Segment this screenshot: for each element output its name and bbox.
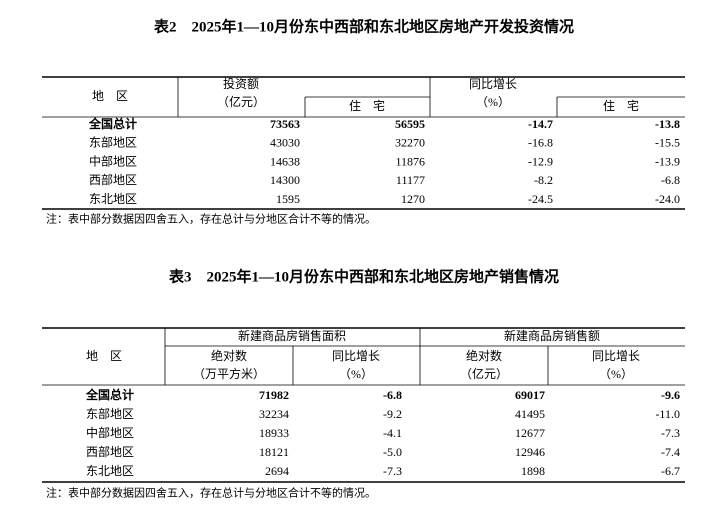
cell: 69017 (515, 388, 545, 402)
cell: 11876 (395, 154, 425, 168)
cell: -13.9 (655, 154, 680, 168)
column-header: 新建商品房销售面积 (238, 328, 346, 343)
cell: 14638 (270, 154, 300, 168)
cell: 71982 (259, 388, 289, 402)
column-header: （%） (599, 367, 633, 381)
cell: 73563 (270, 117, 300, 131)
row-label: 东部地区 (86, 406, 134, 421)
cell: 1270 (401, 192, 425, 206)
cell: 18121 (259, 445, 289, 459)
cell: -5.0 (383, 445, 402, 459)
cell: -7.4 (661, 445, 680, 459)
cell: 12946 (515, 445, 545, 459)
cell: -15.5 (655, 136, 680, 150)
cell: -6.7 (661, 464, 680, 478)
cell: -8.2 (534, 173, 553, 187)
column-header: 同比增长 (592, 349, 640, 363)
row-label: 东北地区 (86, 464, 134, 478)
column-header: 住 宅 (603, 98, 639, 113)
row-label: 中部地区 (89, 153, 137, 168)
column-header: 同比增长 (332, 349, 380, 363)
row-label: 全国总计 (88, 116, 137, 131)
cell: -7.3 (383, 464, 402, 478)
cell: -9.6 (661, 388, 680, 402)
row-label: 西部地区 (86, 444, 134, 459)
column-header: 同比增长 (469, 77, 517, 91)
row-label: 全国总计 (85, 387, 134, 402)
cell: -11.0 (655, 407, 680, 421)
cell: -6.8 (383, 388, 402, 402)
table-note: 注：表中部分数据因四舍五入，存在总计与分地区合计不等的情况。 (46, 212, 376, 226)
table-title: 表2 2025年1—10月份东中西部和东北地区房地产开发投资情况 (154, 17, 574, 35)
cell: 11177 (396, 173, 425, 187)
cell: -9.2 (383, 407, 402, 421)
cell: -13.8 (655, 117, 680, 131)
column-header: 新建商品房销售额 (504, 328, 600, 343)
cell: -6.8 (661, 173, 680, 187)
cell: -14.7 (528, 117, 553, 131)
cell: -16.8 (528, 136, 553, 150)
cell: 56595 (395, 117, 425, 131)
column-header: 地 区 (92, 89, 128, 103)
cell: 1898 (521, 464, 545, 478)
cell: -24.5 (528, 192, 553, 206)
column-header: 住 宅 (349, 98, 385, 113)
cell: 12677 (515, 426, 545, 440)
row-label: 东北地区 (89, 192, 137, 206)
column-header: （万平方米） (193, 366, 265, 381)
cell: 18933 (259, 426, 289, 440)
row-label: 中部地区 (86, 425, 134, 440)
column-header: 地 区 (86, 349, 122, 363)
column-header: （亿元） (217, 94, 265, 109)
cell: 32270 (395, 136, 425, 150)
cell: -4.1 (383, 426, 402, 440)
cell: -7.3 (661, 426, 680, 440)
column-header: （亿元） (460, 366, 508, 381)
cell: -24.0 (655, 192, 680, 206)
column-header: 绝对数 (466, 348, 502, 363)
cell: 14300 (270, 173, 300, 187)
cell: 1595 (276, 192, 300, 206)
table-note: 注：表中部分数据因四舍五入，存在总计与分地区合计不等的情况。 (46, 486, 376, 500)
column-header: （%） (476, 95, 510, 109)
row-label: 东部地区 (89, 135, 137, 150)
column-header: 绝对数 (211, 348, 247, 363)
cell: 2694 (265, 464, 289, 478)
cell: 43030 (270, 136, 300, 150)
cell: 41495 (515, 407, 545, 421)
column-header: 投资额 (223, 76, 259, 91)
table-title: 表3 2025年1—10月份东中西部和东北地区房地产销售情况 (169, 267, 559, 285)
cell: 32234 (259, 407, 289, 421)
row-label: 西部地区 (89, 172, 137, 187)
column-header: （%） (339, 367, 373, 381)
cell: -12.9 (528, 154, 553, 168)
